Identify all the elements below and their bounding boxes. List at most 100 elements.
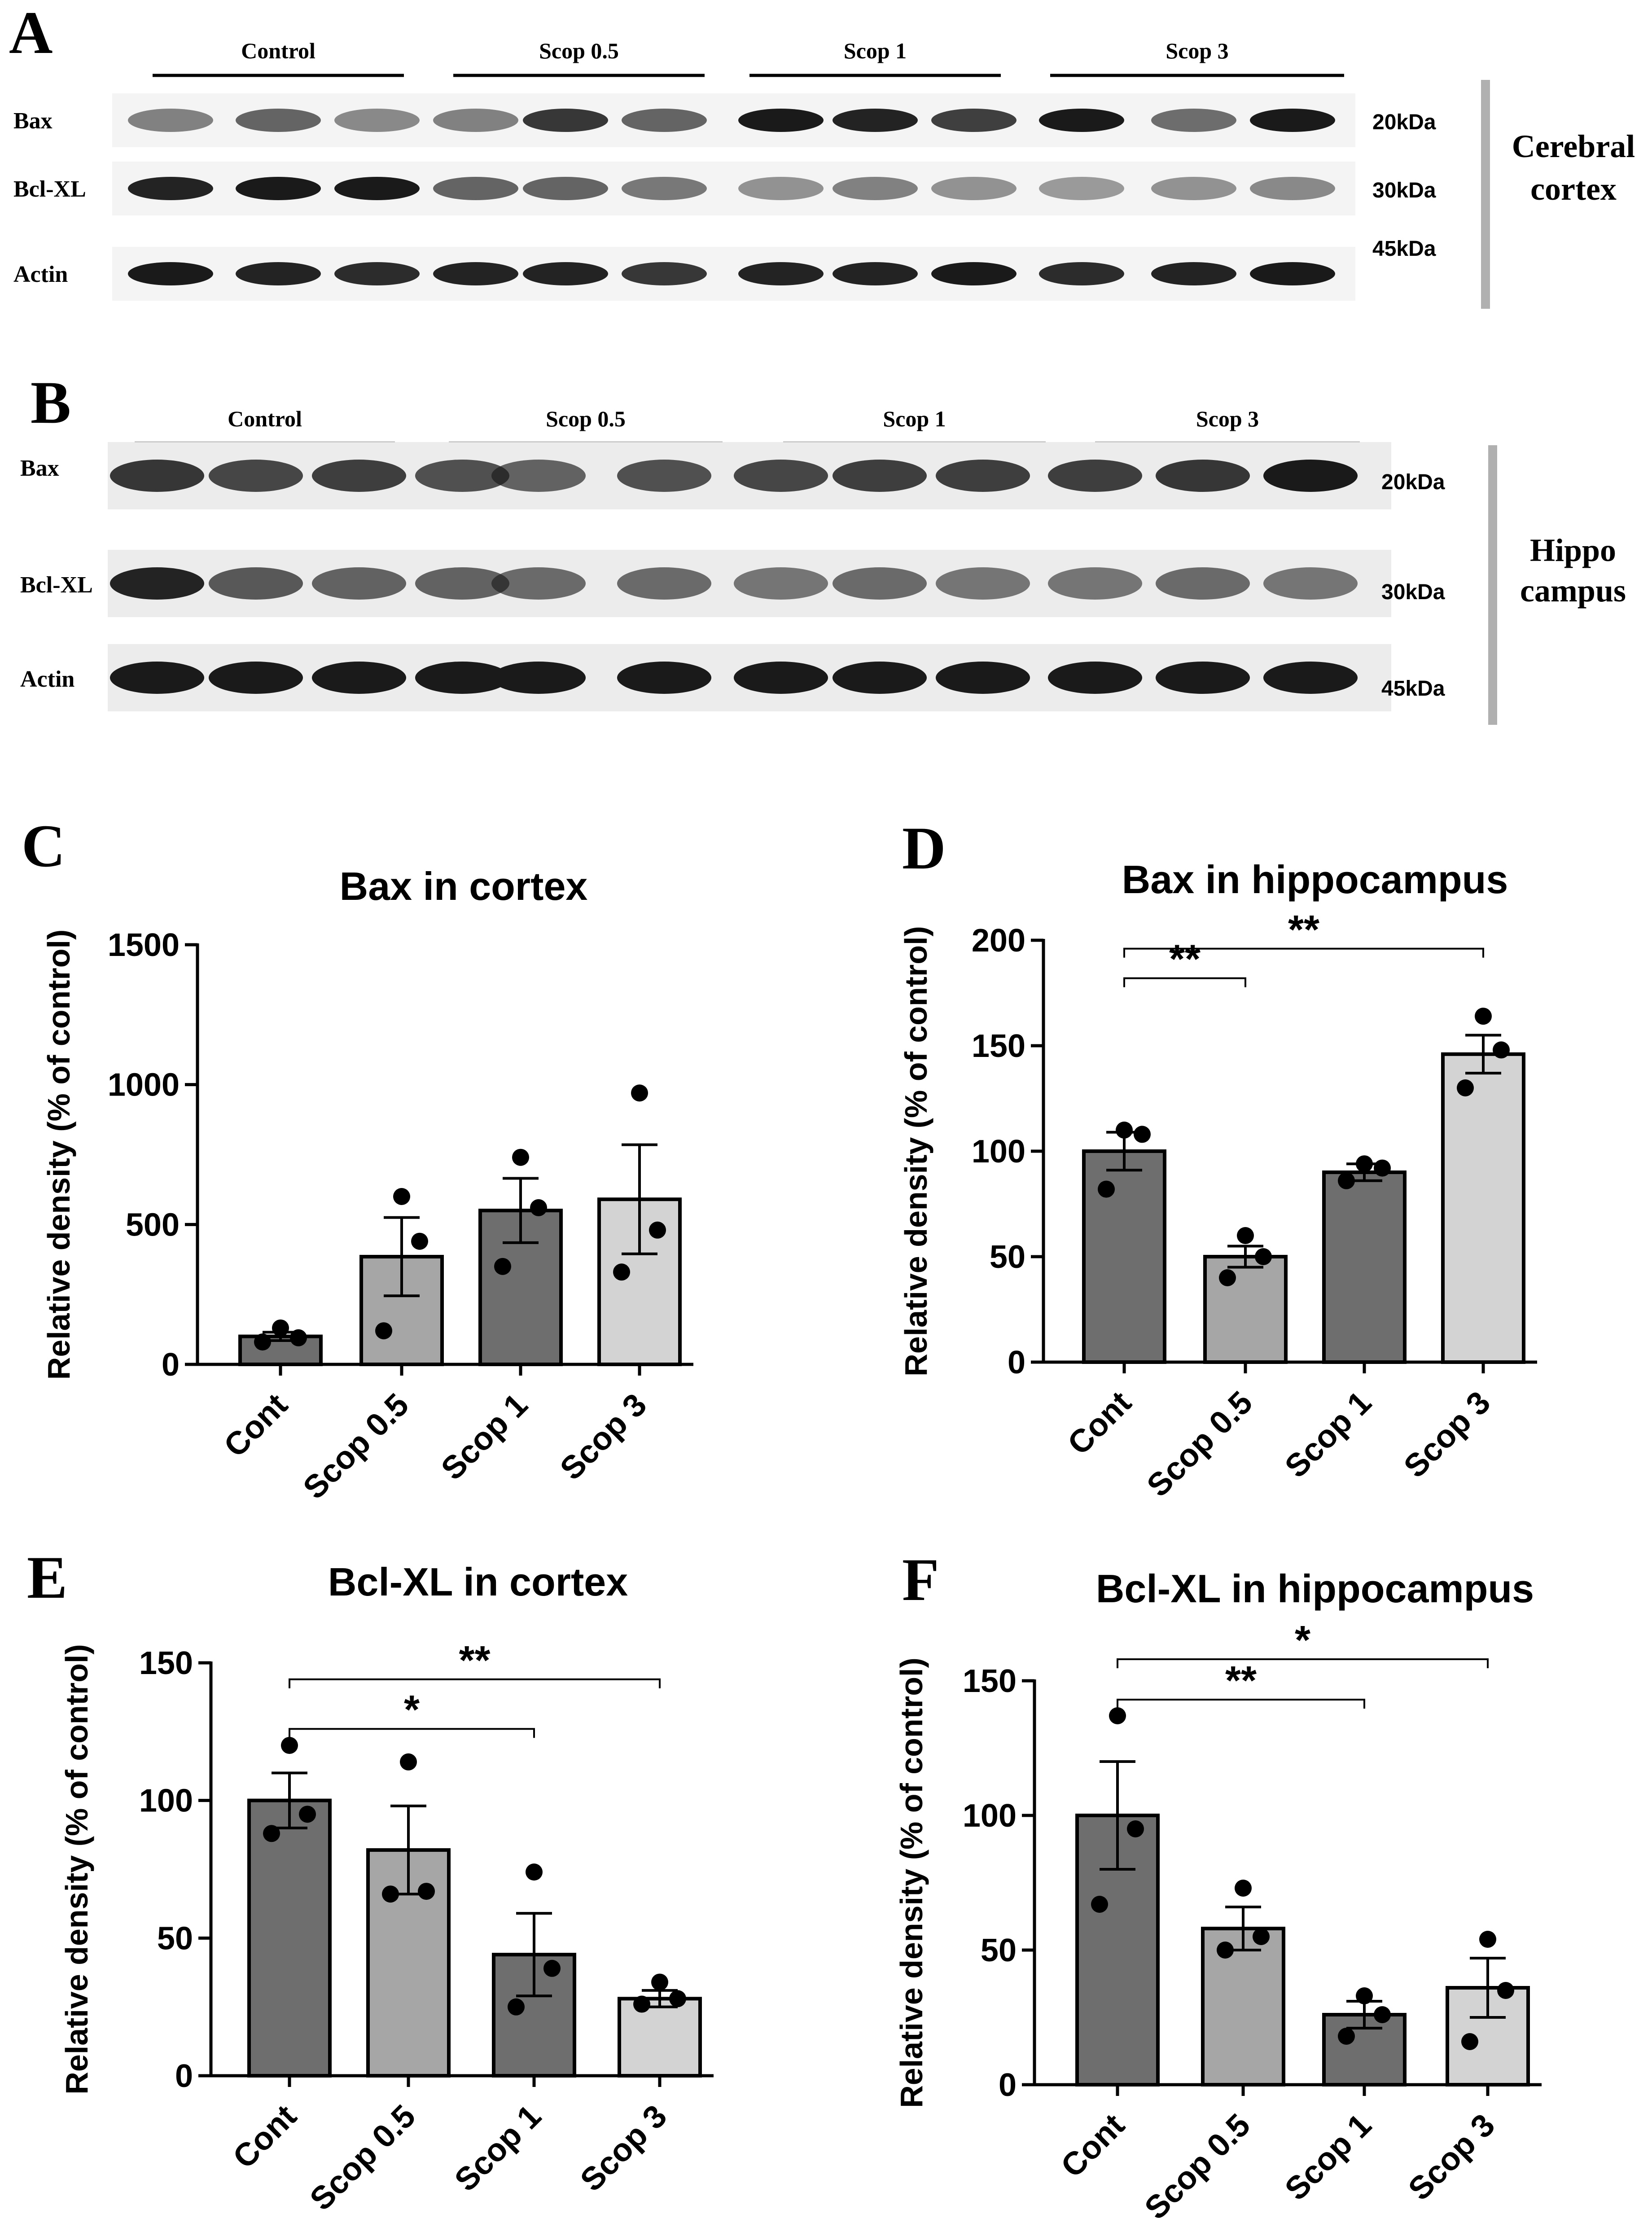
blot-band [622,177,707,200]
y-tick-label: 0 [162,1347,180,1383]
blot-band [1048,567,1142,600]
blot-band [1039,262,1124,285]
y-axis-label: Relative density (% of control) [41,929,76,1380]
blot-band [236,109,321,132]
blot-band [1151,109,1236,132]
blot-band [128,177,213,200]
blot-band [1250,109,1335,132]
data-point [1217,1942,1234,1959]
blot-band [833,177,918,200]
blot-band [1039,177,1124,200]
y-tick-label: 0 [1008,1345,1025,1381]
data-point [1091,1896,1108,1913]
data-point [411,1232,428,1250]
blot-band [1156,567,1250,600]
bar [1201,1927,1285,2086]
blot-kda-label: 45kDa [1372,237,1436,261]
blot-band [236,262,321,285]
y-tick-label: 500 [126,1207,180,1243]
panel-letter-c: C [22,813,66,880]
data-point [1338,2028,1355,2045]
blot-band [128,109,213,132]
blot-band [128,262,213,285]
data-point [1338,1172,1355,1189]
blot-row-label: Actin [13,262,68,287]
y-tick-label: 150 [963,1663,1017,1699]
significance-bracket [289,1728,535,1738]
data-point [1098,1180,1115,1198]
data-point [299,1806,316,1823]
blot-band [523,109,608,132]
blot-band [1250,262,1335,285]
blot-band [491,662,586,694]
blot-band [312,662,406,694]
blot-band [312,567,406,600]
blot-band [209,460,303,492]
blot-group-label: Scop 3 [1196,406,1259,431]
significance-bracket [1123,977,1246,987]
data-point [1109,1707,1126,1724]
blot-band [1263,662,1358,694]
data-point [508,1998,525,2016]
blot-band [738,177,824,200]
y-tick-label: 50 [981,1933,1017,1968]
panel-letter-e: E [27,1544,67,1611]
data-point [281,1737,298,1754]
blot-band [415,662,509,694]
blot-band [1263,567,1358,600]
blot-band [110,662,204,694]
chart-title: Bcl-XL in hippocampus [1096,1566,1534,1611]
blot-band [209,567,303,600]
data-point [254,1333,271,1351]
y-tick-label: 1000 [108,1067,180,1103]
blot-band [833,262,918,285]
data-point [418,1883,435,1900]
data-point [1235,1880,1252,1897]
bar [618,1997,702,2078]
blot-band [622,262,707,285]
significance-label: ** [1169,937,1201,982]
blot-group-label: Scop 0.5 [546,406,626,431]
data-point [613,1263,630,1281]
data-point [1134,1126,1151,1143]
blot-band [833,567,927,600]
significance-label: ** [1288,907,1319,952]
data-point [263,1825,280,1842]
blot-row-label: Actin [20,666,74,692]
blot-band [734,567,828,600]
significance-label: * [1295,1618,1310,1663]
data-point [1457,1079,1474,1096]
data-point [1356,1155,1373,1173]
bar [1203,1255,1288,1364]
data-point [1253,1928,1270,1945]
blot-band [1151,177,1236,200]
blot-band [833,460,927,492]
chart-title: Bax in hippocampus [1122,857,1508,902]
blot-band [110,567,204,600]
blot-group-label: Scop 1 [844,38,907,63]
blot-band [491,567,586,600]
y-tick-label: 100 [972,1134,1025,1170]
y-axis-label: Relative density (% of control) [898,926,933,1376]
tissue-label-a-line1: Cerebral [1512,128,1635,164]
bar [1322,1170,1407,1364]
y-tick-label: 100 [963,1798,1017,1834]
blot-band [523,177,608,200]
western-blot-cortex: A Control Scop 0.5 Scop 1 Scop 3 Bax 20kDa Bc… [9,0,1635,309]
data-point [290,1329,307,1346]
data-point [272,1319,289,1337]
blot-band [1156,662,1250,694]
blot-band [334,109,420,132]
data-point [1116,1122,1133,1139]
y-axis-label: Relative density (% of control) [894,1657,929,2108]
y-tick-label: 150 [139,1645,193,1681]
y-tick-label: 1500 [108,927,180,963]
data-point [1237,1227,1254,1244]
significance-bracket [1117,1658,1489,1668]
blot-band [209,662,303,694]
blot-row-label: Bax [20,456,59,481]
blot-band [1263,460,1358,492]
blot-band [734,662,828,694]
data-point [1219,1269,1236,1286]
